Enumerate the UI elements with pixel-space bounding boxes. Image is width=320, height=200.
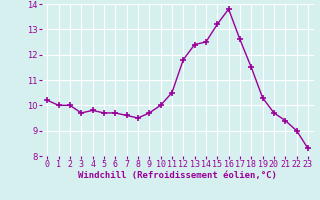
X-axis label: Windchill (Refroidissement éolien,°C): Windchill (Refroidissement éolien,°C) [78, 171, 277, 180]
